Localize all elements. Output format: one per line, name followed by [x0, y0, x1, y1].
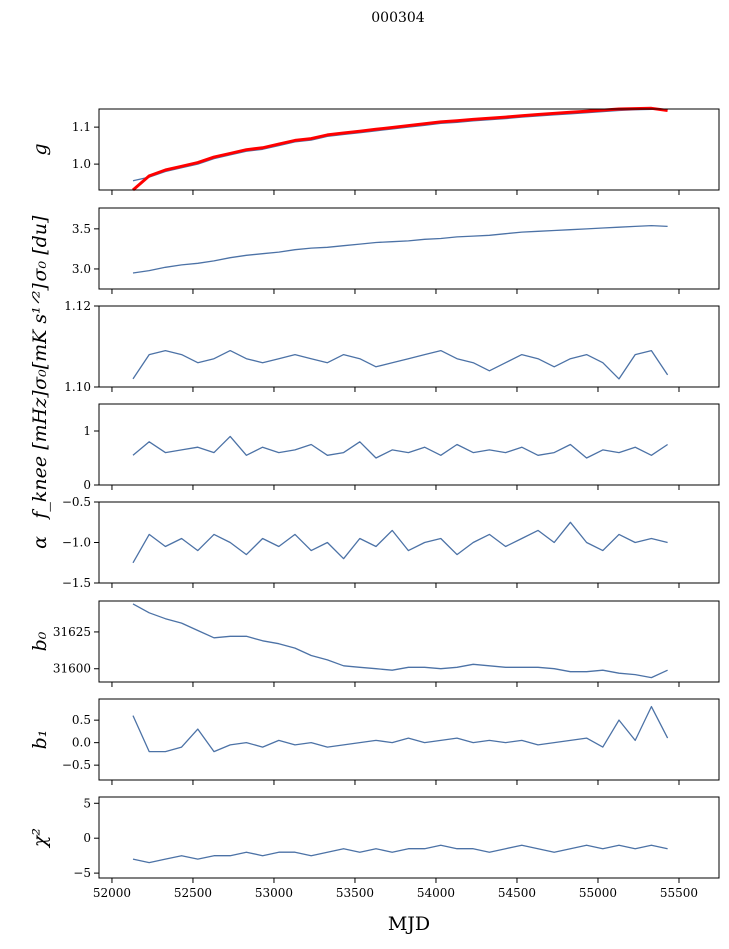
axes-frame-1: [98, 207, 720, 290]
y-tick-label: 31600: [53, 662, 91, 676]
x-tick-label: 55000: [579, 886, 617, 900]
y-axis-label: α: [29, 536, 51, 549]
axes-frame-4: [98, 501, 720, 584]
x-axis-label: MJD: [388, 913, 430, 935]
y-axis-label: σ₀[mK s¹ᐟ²]: [29, 283, 51, 390]
axes-frame-0: [98, 108, 720, 191]
y-tick-label: 0: [83, 831, 91, 845]
axes-frame-2: [98, 305, 720, 388]
y-tick-label: −0.5: [62, 758, 91, 772]
y-tick-label: 1.12: [64, 299, 91, 313]
y-tick-label: 3.5: [72, 222, 91, 236]
x-tick-label: 54500: [498, 886, 536, 900]
axes-frame-3: [98, 403, 720, 486]
x-tick-label: 54000: [417, 886, 455, 900]
y-axis-label: f_knee [mHz]: [29, 390, 51, 521]
x-tick-label: 53000: [255, 886, 293, 900]
axes-frame-5: [98, 600, 720, 683]
y-tick-label: −1.5: [62, 576, 91, 590]
series-line-b0: [132, 603, 668, 679]
series-line-chi2: [132, 844, 668, 864]
x-tick-label: 55500: [660, 886, 698, 900]
y-axis-label: σ₀ [du]: [29, 215, 51, 281]
y-tick-label: 1.10: [64, 380, 91, 394]
x-tick-label: 52000: [93, 886, 131, 900]
series-line-g: [132, 108, 668, 182]
y-tick-label: 0.0: [72, 736, 91, 750]
y-tick-label: 5: [83, 796, 91, 810]
axes-frame-7: [98, 796, 720, 879]
series-line-sigma0_du: [132, 224, 668, 274]
y-tick-label: 31625: [53, 625, 91, 639]
y-axis-label: b₀: [29, 631, 51, 651]
x-tick-label: 53500: [336, 886, 374, 900]
series-line-b1: [132, 705, 669, 753]
y-tick-label: 1.1: [72, 120, 91, 134]
x-tick-label: 52500: [174, 886, 212, 900]
series-line-alpha: [132, 521, 668, 564]
y-axis-label: b₁: [29, 730, 51, 750]
series-line-g-reference: [132, 106, 668, 192]
y-tick-label: 1.0: [72, 157, 91, 171]
y-tick-label: −0.5: [62, 495, 91, 509]
y-tick-label: 3.0: [72, 262, 91, 276]
y-tick-label: −1.0: [62, 536, 91, 550]
y-axis-label: g: [29, 143, 51, 155]
y-tick-label: −5: [73, 866, 91, 880]
y-tick-label: 0.5: [72, 713, 91, 727]
y-tick-label: 0: [83, 478, 91, 492]
figure-title: 000304: [371, 10, 425, 26]
y-axis-label: χ²: [29, 828, 51, 849]
axes-frame-6: [98, 698, 720, 781]
series-line-sigma0_mK: [132, 349, 669, 380]
y-tick-label: 1: [83, 424, 91, 438]
series-line-fknee: [132, 435, 668, 459]
